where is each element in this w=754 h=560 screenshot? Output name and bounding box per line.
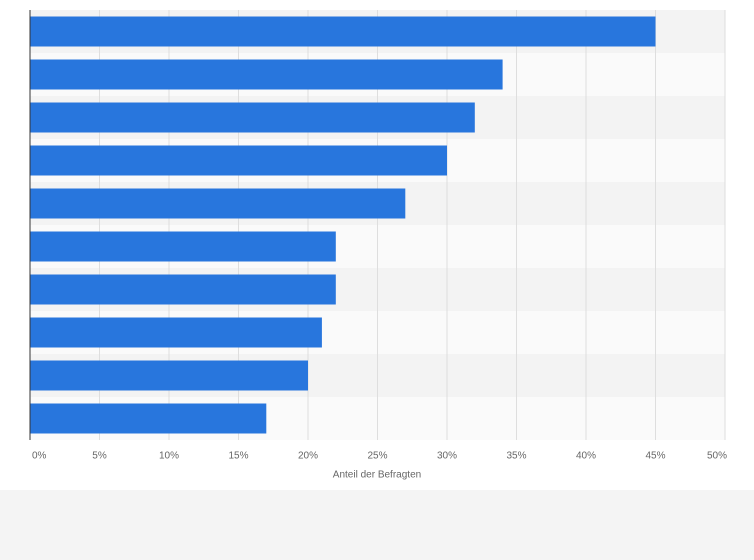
x-tick-label: 5%: [92, 451, 107, 462]
bar: [30, 274, 336, 305]
footer-background: [0, 490, 754, 560]
bar: [30, 403, 267, 434]
x-tick-label: 0%: [32, 451, 47, 462]
bar: [30, 317, 322, 348]
x-axis-title: Anteil der Befragten: [333, 470, 421, 481]
bar: [30, 231, 336, 262]
bar: [30, 16, 656, 47]
x-tick-label: 15%: [228, 451, 248, 462]
x-tick-label: 45%: [645, 451, 665, 462]
x-tick-label: 20%: [298, 451, 318, 462]
x-tick-label: 50%: [707, 451, 727, 462]
bar: [30, 145, 447, 176]
x-tick-label: 40%: [576, 451, 596, 462]
x-tick-label: 30%: [437, 451, 457, 462]
x-tick-label: 25%: [367, 451, 387, 462]
bar: [30, 102, 475, 133]
bar: [30, 59, 503, 90]
bar: [30, 188, 406, 219]
x-tick-label: 10%: [159, 451, 179, 462]
bar: [30, 360, 308, 391]
x-tick-label: 35%: [506, 451, 526, 462]
